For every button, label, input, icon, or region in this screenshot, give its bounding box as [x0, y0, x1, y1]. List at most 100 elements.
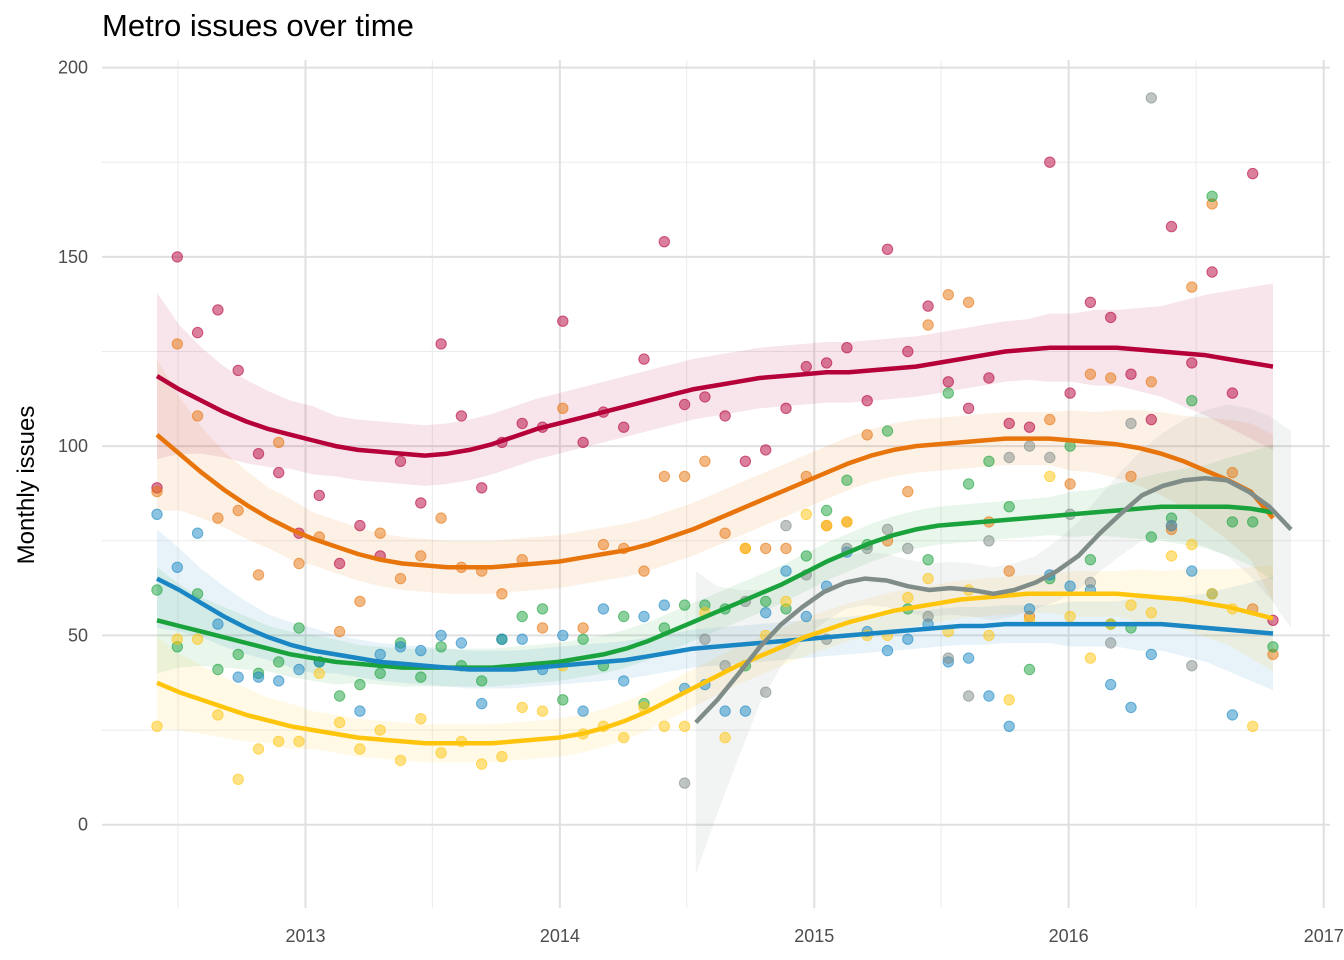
- data-point: [962, 296, 975, 308]
- data-point: [333, 557, 346, 570]
- data-point: [902, 542, 914, 555]
- data-point: [1084, 368, 1097, 380]
- x-tick-label: 2014: [540, 926, 580, 946]
- data-point: [1003, 720, 1015, 732]
- data-point: [1044, 451, 1056, 464]
- data-point: [983, 372, 995, 384]
- data-point: [962, 690, 975, 702]
- data-point: [942, 387, 954, 399]
- data-point: [719, 731, 731, 744]
- data-point: [232, 364, 244, 377]
- data-point: [252, 743, 265, 755]
- data-point: [151, 720, 163, 732]
- data-point: [273, 436, 285, 449]
- x-tick-label: 2017: [1304, 926, 1344, 946]
- data-point: [212, 618, 224, 630]
- data-point: [1247, 516, 1259, 528]
- data-point: [516, 701, 528, 714]
- data-point: [476, 697, 488, 710]
- confidence-band: [157, 444, 1273, 687]
- data-point: [1145, 607, 1158, 619]
- data-point: [476, 482, 488, 494]
- data-point: [922, 300, 934, 312]
- data-point: [1145, 376, 1158, 388]
- data-point: [1084, 652, 1097, 664]
- data-point: [313, 489, 325, 502]
- data-point: [374, 648, 386, 661]
- data-point: [780, 519, 792, 532]
- data-point: [415, 713, 427, 725]
- data-point: [293, 735, 305, 748]
- data-point: [800, 610, 812, 623]
- data-point: [191, 633, 204, 645]
- data-point: [881, 425, 894, 437]
- data-point: [1247, 167, 1259, 180]
- data-point: [171, 633, 184, 645]
- data-point: [232, 648, 244, 661]
- data-point: [902, 633, 914, 645]
- data-point: [902, 485, 914, 498]
- data-point: [1206, 266, 1218, 278]
- data-point: [983, 690, 995, 702]
- smooth-line: [155, 433, 1275, 570]
- data-point: [1226, 387, 1239, 399]
- data-point: [313, 667, 325, 679]
- confidence-band: [157, 359, 1273, 602]
- data-point: [1105, 372, 1117, 384]
- data-point: [719, 705, 731, 717]
- data-point: [536, 705, 549, 717]
- data-point: [333, 690, 346, 702]
- data-point: [1023, 603, 1036, 615]
- data-point: [293, 557, 305, 570]
- y-tick-label: 200: [58, 58, 88, 78]
- data-point: [516, 610, 528, 623]
- data-point: [1247, 720, 1259, 732]
- data-point: [516, 633, 528, 645]
- data-point: [496, 588, 508, 600]
- data-point: [678, 470, 691, 483]
- data-point: [191, 326, 204, 339]
- data-point: [191, 410, 204, 422]
- x-tick-label: 2015: [794, 926, 834, 946]
- data-point: [252, 448, 265, 460]
- data-point: [699, 455, 711, 467]
- data-point: [354, 743, 366, 755]
- y-tick-label: 0: [78, 815, 88, 835]
- data-point: [1186, 357, 1198, 369]
- data-point: [739, 542, 752, 555]
- data-point: [394, 572, 407, 585]
- data-point: [1165, 550, 1178, 562]
- data-point: [1064, 580, 1076, 592]
- confidence-band: [695, 404, 1291, 874]
- data-point: [191, 527, 204, 539]
- data-point: [252, 671, 265, 683]
- smooth-line: [156, 591, 1274, 746]
- data-point: [983, 629, 995, 642]
- data-point: [638, 353, 650, 365]
- data-point: [1084, 554, 1097, 566]
- y-tick-label: 150: [58, 247, 88, 267]
- data-point: [333, 625, 346, 638]
- data-point: [1145, 531, 1158, 543]
- confidence-bands: [157, 283, 1291, 874]
- data-point: [922, 554, 934, 566]
- data-point: [719, 527, 731, 539]
- data-point: [1186, 395, 1198, 407]
- data-point: [1145, 413, 1158, 426]
- data-point: [476, 758, 488, 770]
- data-point: [922, 319, 934, 331]
- data-point: [820, 504, 833, 517]
- data-point: [1003, 501, 1015, 513]
- data-point: [577, 633, 589, 645]
- data-point: [658, 599, 670, 611]
- data-point: [557, 694, 569, 706]
- data-point: [841, 342, 853, 354]
- data-point: [780, 542, 792, 555]
- data-point: [658, 470, 670, 483]
- data-point: [1165, 220, 1178, 233]
- data-point: [1125, 470, 1137, 483]
- data-point: [820, 357, 833, 369]
- data-point: [496, 750, 508, 763]
- data-point: [841, 474, 853, 486]
